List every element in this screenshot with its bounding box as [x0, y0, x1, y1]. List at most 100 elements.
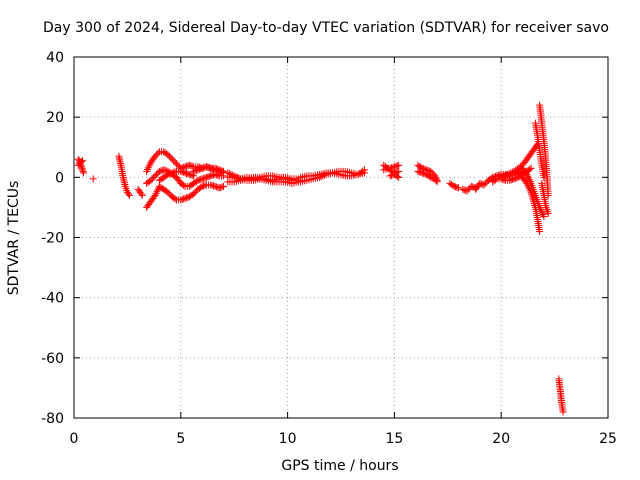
data-point — [433, 178, 441, 186]
data-point — [482, 179, 490, 187]
data-point — [415, 168, 423, 176]
data-point — [197, 183, 205, 191]
data-point — [393, 172, 401, 180]
data-point — [390, 163, 398, 171]
data-point — [192, 177, 200, 185]
y-tick-label: 20 — [46, 110, 64, 126]
data-point — [164, 188, 172, 196]
data-point — [190, 167, 198, 175]
data-point — [198, 175, 206, 183]
data-point — [218, 183, 226, 191]
data-point — [208, 165, 216, 173]
data-point — [184, 170, 192, 178]
data-point — [185, 170, 193, 178]
data-point — [450, 182, 458, 190]
data-point — [417, 168, 425, 176]
data-point — [190, 190, 198, 198]
y-tick-label: -80 — [41, 411, 64, 427]
data-point — [173, 160, 181, 168]
data-point — [200, 182, 208, 190]
data-point — [464, 185, 472, 193]
data-point — [187, 171, 195, 179]
data-point — [167, 154, 175, 162]
data-point — [164, 151, 172, 159]
data-point — [143, 167, 151, 175]
data-point — [502, 171, 510, 179]
data-point — [536, 227, 544, 235]
data-point — [507, 176, 515, 184]
data-point — [202, 173, 210, 181]
data-point — [507, 169, 515, 177]
data-point — [191, 188, 199, 196]
data-point — [151, 191, 159, 199]
data-point — [198, 164, 206, 172]
data-point — [181, 194, 189, 202]
data-point — [453, 183, 461, 191]
data-point — [163, 171, 171, 179]
y-tick-label: 40 — [46, 50, 64, 66]
data-point — [492, 176, 500, 184]
data-point — [414, 167, 422, 175]
data-point — [165, 152, 173, 160]
data-point — [500, 172, 508, 180]
data-point — [215, 184, 223, 192]
data-point — [527, 164, 535, 172]
data-point — [513, 174, 521, 182]
data-point — [421, 170, 429, 178]
x-tick-label: 15 — [385, 431, 403, 447]
data-point — [510, 175, 518, 183]
data-point — [126, 191, 134, 199]
data-point — [467, 182, 475, 190]
data-point — [511, 174, 519, 182]
data-point — [220, 182, 228, 190]
data-point — [194, 166, 202, 174]
data-point — [178, 168, 186, 176]
y-tick-label: -60 — [41, 351, 64, 367]
x-tick-label: 0 — [70, 431, 79, 447]
data-point — [89, 175, 97, 183]
data-point — [452, 183, 460, 191]
grid — [74, 57, 608, 418]
data-point — [143, 166, 151, 174]
data-point — [191, 167, 199, 175]
data-point — [79, 157, 87, 165]
data-point — [153, 151, 161, 159]
data-point — [170, 168, 178, 176]
ticks: 0 5 10 15 20 25 -80 -60 -40 -20 0 20 40 — [41, 50, 617, 447]
data-point — [151, 152, 159, 160]
data-point — [155, 167, 163, 175]
data-point — [180, 168, 188, 176]
x-tick-label: 10 — [279, 431, 297, 447]
data-point — [165, 170, 173, 178]
data-point — [168, 169, 176, 177]
data-point — [418, 169, 426, 177]
data-point — [359, 167, 367, 175]
data-point — [174, 161, 182, 169]
data-point — [147, 176, 155, 184]
data-point — [148, 175, 156, 183]
data-point — [215, 167, 223, 175]
data-point — [79, 166, 87, 174]
data-point — [509, 175, 517, 183]
data-point — [145, 162, 153, 170]
data-point — [124, 190, 132, 198]
data-point — [205, 172, 213, 180]
data-point — [428, 174, 436, 182]
y-tick-label: -40 — [41, 291, 64, 307]
data-point — [225, 170, 233, 178]
data-point — [217, 168, 225, 176]
data-point — [207, 164, 215, 172]
data-point — [137, 190, 145, 198]
data-point — [167, 169, 175, 177]
data-point — [198, 182, 206, 190]
data-point — [212, 166, 220, 174]
data-point — [205, 164, 213, 172]
data-point — [214, 167, 222, 175]
x-tick-label: 25 — [599, 431, 617, 447]
data-point — [192, 166, 200, 174]
data-point — [505, 170, 513, 178]
y-tick-label: 0 — [55, 170, 64, 186]
data-point — [150, 173, 158, 181]
data-point — [204, 173, 212, 181]
